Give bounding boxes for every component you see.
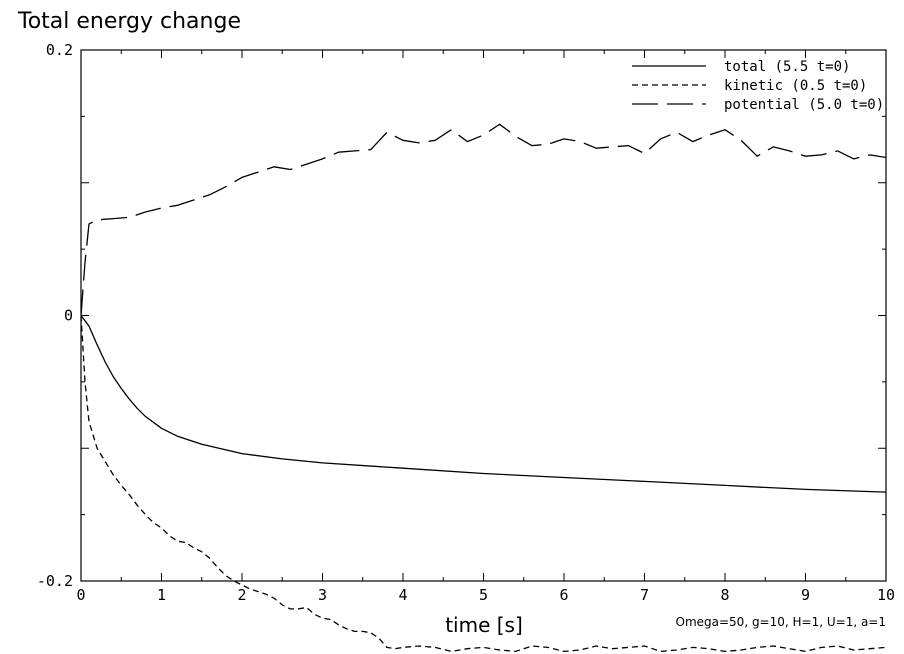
- plot-frame: [80, 49, 887, 582]
- series-group: [81, 123, 886, 653]
- x-tick-label: 8: [720, 586, 729, 604]
- axes: 0 1 2 3 4 5 6 7 8 9 10-0.200.2: [37, 41, 895, 604]
- x-tick-label: 3: [318, 586, 327, 604]
- x-tick-label: 5: [479, 586, 488, 604]
- series-line-solid: [81, 315, 886, 493]
- legend: total (5.5 t=0) kinetic (0.5 t=0) potentia…: [632, 59, 884, 113]
- chart-title: Total energy change: [17, 9, 241, 34]
- series-line-dashed: [81, 315, 886, 653]
- legend-label: kinetic (0.5 t=0): [724, 78, 867, 94]
- series-line-longdash: [81, 123, 886, 316]
- parameter-annotation: Omega=50, g=10, H=1, U=1, a=1: [676, 615, 887, 629]
- x-tick-label: 10: [877, 586, 895, 604]
- legend-label: total (5.5 t=0): [724, 59, 850, 75]
- x-tick-label: 0: [76, 586, 85, 604]
- y-tick-label: -0.2: [37, 572, 73, 590]
- x-tick-label: 2: [237, 586, 246, 604]
- x-tick-label: 7: [640, 586, 649, 604]
- legend-label: potential (5.0 t=0): [724, 97, 884, 113]
- x-tick-label: 6: [559, 586, 568, 604]
- x-tick-label: 4: [398, 586, 407, 604]
- x-tick-label: 9: [801, 586, 810, 604]
- y-tick-label: 0: [64, 307, 73, 325]
- x-tick-label: 1: [157, 586, 166, 604]
- y-tick-label: 0.2: [46, 41, 73, 59]
- x-axis-label: time [s]: [445, 613, 523, 637]
